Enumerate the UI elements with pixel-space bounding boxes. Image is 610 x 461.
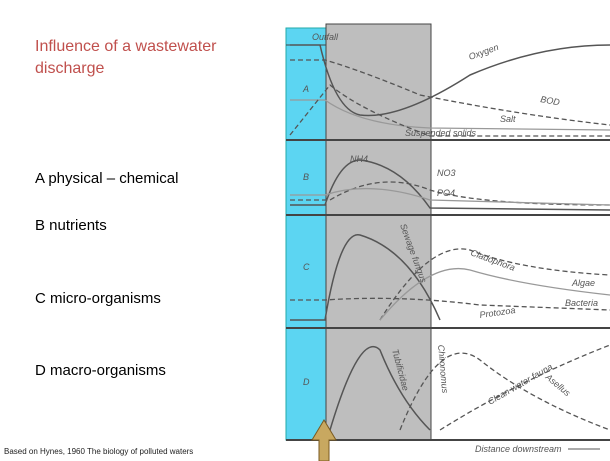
list-item: A physical – chemical <box>35 170 179 187</box>
label: Protozoa <box>479 305 516 320</box>
label: Bacteria <box>565 298 598 308</box>
panel-letters: A B C D <box>302 84 310 387</box>
list-item: B nutrients <box>35 217 107 234</box>
label: Salt <box>500 114 516 124</box>
label: Suspended solids <box>405 128 477 138</box>
label: BOD <box>540 94 561 107</box>
label: Algae <box>571 278 595 288</box>
list-item: C micro-organisms <box>35 290 161 307</box>
label: Asellus <box>543 371 573 398</box>
label: PO4 <box>437 188 455 198</box>
label: Chironomus <box>436 344 450 394</box>
svg-text:C: C <box>303 262 310 272</box>
label: NO3 <box>437 168 456 178</box>
slide-title: Influence of a wastewater discharge <box>35 38 217 77</box>
impact-zone <box>325 23 432 441</box>
outfall-strip <box>285 27 327 441</box>
svg-text:D: D <box>303 377 310 387</box>
footnote: Based on Hynes, 1960 The biology of poll… <box>4 447 194 456</box>
label: Oxygen <box>467 42 500 62</box>
label: Cladophora <box>469 247 516 272</box>
svg-text:A: A <box>302 84 309 94</box>
discharge-arrow <box>311 419 337 461</box>
label: NH4 <box>350 154 368 164</box>
axis-label: Distance downstream <box>475 444 562 454</box>
label: Outfall <box>312 32 339 42</box>
list-item: D macro-organisms <box>35 362 166 379</box>
label: Clean water fauna <box>486 362 554 407</box>
svg-text:B: B <box>303 172 309 182</box>
curves <box>289 44 610 431</box>
